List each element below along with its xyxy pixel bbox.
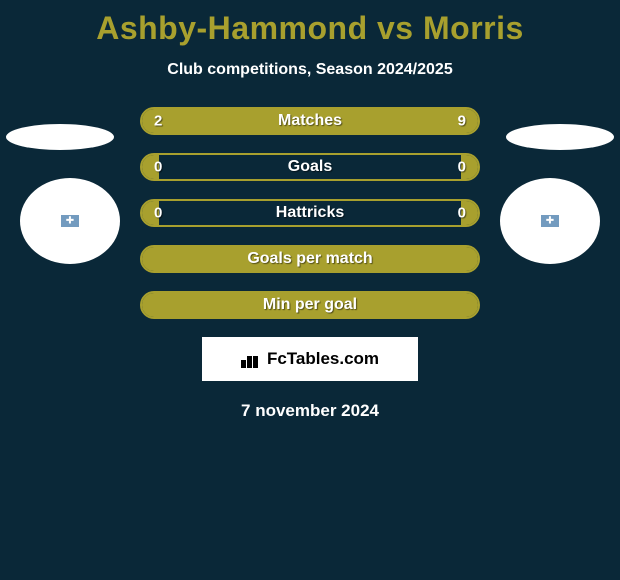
player-right-name-ellipse <box>506 124 614 150</box>
flag-icon <box>60 214 80 228</box>
brand-label: FcTables.com <box>267 349 379 369</box>
stat-label: Hattricks <box>276 204 344 222</box>
flag-icon <box>540 214 560 228</box>
stat-bar: Matches 2 9 <box>140 107 480 135</box>
stat-label: Matches <box>278 112 342 130</box>
stat-label: Goals per match <box>247 250 372 268</box>
stat-bar: Goals 0 0 <box>140 153 480 181</box>
stat-value-right: 0 <box>458 205 466 222</box>
bar-fill-left <box>142 109 202 133</box>
stat-value-right: 9 <box>458 113 466 130</box>
brand-badge: FcTables.com <box>202 337 418 381</box>
date-text: 7 november 2024 <box>0 401 620 421</box>
player-left-avatar-ellipse <box>20 178 120 264</box>
player-right-avatar-ellipse <box>500 178 600 264</box>
stat-value-left: 0 <box>154 205 162 222</box>
bar-chart-icon <box>241 350 263 368</box>
stat-bar: Hattricks 0 0 <box>140 199 480 227</box>
stat-bar: Goals per match <box>140 245 480 273</box>
subtitle: Club competitions, Season 2024/2025 <box>0 61 620 79</box>
stat-label: Min per goal <box>263 296 357 314</box>
page-title: Ashby-Hammond vs Morris <box>0 0 620 47</box>
brand-text: FcTables.com <box>241 349 379 369</box>
stat-value-left: 0 <box>154 159 162 176</box>
stat-label: Goals <box>288 158 332 176</box>
stat-value-left: 2 <box>154 113 162 130</box>
stat-bar: Min per goal <box>140 291 480 319</box>
player-left-name-ellipse <box>6 124 114 150</box>
stats-bars-container: Matches 2 9 Goals 0 0 Hattricks 0 0 Goals per mat… <box>140 107 480 319</box>
stat-value-right: 0 <box>458 159 466 176</box>
